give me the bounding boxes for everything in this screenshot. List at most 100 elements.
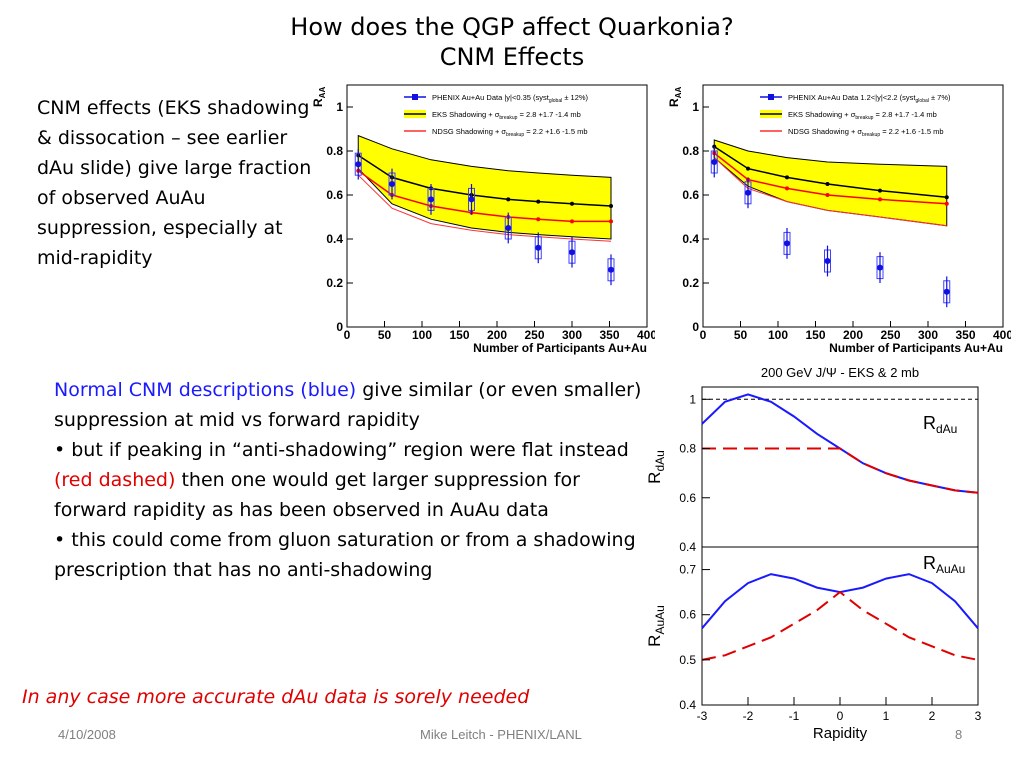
eks-point	[944, 195, 949, 200]
eks-point	[536, 199, 541, 204]
eks-line	[713, 145, 947, 198]
chart-midrapidity: 0 50 100 150 200 250 300 350 400 0 0.2 0.4 0.6 0.8 1 Nu…	[311, 84, 655, 355]
ndsg-lower-line	[357, 174, 612, 242]
x-axis-label: Rapidity	[813, 725, 868, 742]
x-tick-label: 300	[562, 328, 582, 342]
y-tick-label: 0.6	[682, 188, 699, 202]
marker	[505, 225, 512, 231]
y-tick-label: 0	[692, 320, 699, 334]
ndsg-point	[944, 201, 949, 206]
blue-highlight: Normal CNM descriptions (blue)	[54, 379, 357, 401]
eks-point	[825, 182, 830, 186]
ndsg-point	[825, 193, 830, 197]
marker	[745, 189, 751, 196]
eks-band	[357, 134, 612, 240]
eks-point	[609, 204, 613, 208]
x-tick-label: 250	[524, 328, 544, 342]
x-tick-label: 0	[837, 709, 844, 723]
slide-title: How does the QGP affect Quarkonia? CNM E…	[0, 12, 1024, 72]
marker	[535, 244, 542, 251]
bullet-1-prefix: • but if peaking in “anti-shadowing” reg…	[54, 439, 629, 461]
data-point	[783, 228, 791, 259]
marker	[824, 258, 831, 264]
x-tick-label: 100	[412, 328, 432, 342]
chart-rapidity: 200 GeV J/Ψ - EKS & 2 mb0.40.60.81RdAuRd…	[645, 365, 982, 742]
y-axis-label: RAuAu	[645, 605, 667, 647]
data-point	[534, 232, 542, 264]
title-line-2: CNM Effects	[439, 43, 585, 71]
y-tick-label: 1	[336, 100, 343, 114]
marker	[784, 240, 790, 247]
data-point	[824, 245, 831, 277]
x-tick-label: -1	[789, 709, 800, 723]
y-axis-label: RAA	[311, 87, 327, 107]
x-tick-label: 350	[599, 328, 619, 342]
ndsg-line	[357, 170, 611, 223]
x-tick-label: 50	[734, 328, 748, 342]
y-tick-label: 0.5	[679, 653, 696, 667]
y-tick-label: 1	[692, 100, 699, 114]
x-tick-label: 200	[487, 328, 507, 342]
eks-point	[570, 201, 574, 206]
eks-point	[746, 166, 750, 171]
data-point	[744, 177, 752, 209]
ndsg-lower-line	[713, 157, 947, 227]
y-tick-label: 0.4	[679, 698, 696, 712]
legend-entry: PHENIX Au+Au Data |y|<0.35 (systglobal ±…	[404, 93, 589, 104]
ndsg-point	[570, 219, 574, 224]
chart-forward-rapidity: 0 50 100 150 200 250 300 350 400 0 0.2 0.4 0.6 0.8 1 Nu…	[667, 84, 1011, 355]
legend-label: NDSG Shadowing + σbreakup = 2.2 +1.6 -1.…	[432, 127, 588, 138]
footer-author: Mike Leitch - PHENIX/LANL	[420, 727, 582, 742]
y-tick-label: 0.4	[326, 232, 343, 246]
bullet-2: • this could come from gluon saturation …	[54, 529, 636, 581]
x-tick-label: 250	[880, 328, 900, 342]
legend-entry: NDSG Shadowing + σbreakup = 2.2 +1.6 -1.…	[760, 127, 944, 138]
data-point	[504, 212, 512, 244]
legend-label: EKS Shadowing + σbreakup = 2.8 +1.7 -1.4…	[788, 110, 937, 121]
panel-frame	[701, 386, 979, 548]
x-tick-label: 50	[378, 328, 392, 342]
red-dashed-curve	[701, 590, 979, 661]
paragraph-1-rest: give similar (or even smaller) suppressi…	[54, 379, 642, 431]
legend-label: EKS Shadowing + σbreakup = 2.8 +1.7 -1.4…	[432, 110, 581, 121]
paragraph-1: Normal CNM descriptions (blue) give simi…	[54, 375, 644, 435]
legend-entry: PHENIX Au+Au Data 1.2<|y|<2.2 (systgloba…	[760, 93, 951, 104]
ndsg-point	[536, 217, 541, 222]
footer-date: 4/10/2008	[58, 727, 116, 742]
y-tick-label: 0.6	[326, 188, 343, 202]
x-tick-label: -2	[743, 709, 754, 723]
legend-box	[754, 87, 995, 139]
marker	[943, 288, 950, 295]
x-tick-label: 0	[700, 328, 707, 342]
legend-label: PHENIX Au+Au Data |y|<0.35 (systglobal ±…	[432, 93, 589, 104]
eks-point	[785, 175, 789, 180]
data-point	[468, 184, 475, 215]
x-tick-label: 400	[637, 328, 655, 342]
red-dashed-curve	[702, 447, 979, 494]
data-point	[568, 236, 576, 268]
ndsg-point	[609, 219, 613, 224]
y-axis-label: RdAu	[645, 450, 667, 484]
y-tick-label: 0.2	[682, 276, 699, 290]
x-tick-label: 150	[449, 328, 469, 342]
eks-point	[506, 197, 511, 202]
ndsg-point	[785, 186, 789, 191]
y-tick-label: 0.6	[679, 608, 696, 622]
marker	[711, 159, 718, 165]
ndsg-line	[713, 152, 947, 205]
marker	[877, 264, 883, 271]
data-point	[388, 168, 396, 200]
x-tick-label: 200	[843, 328, 863, 342]
ndsg-point	[878, 197, 882, 202]
left-text-block: CNM effects (EKS shadowing & dissocation…	[37, 97, 312, 269]
x-tick-label: 2	[929, 709, 936, 723]
x-tick-label: 350	[955, 328, 975, 342]
eks-point	[878, 188, 882, 193]
title-line-1: How does the QGP affect Quarkonia?	[290, 13, 734, 41]
data-point	[427, 184, 435, 215]
y-tick-label: 0.8	[682, 144, 699, 158]
bullet-1: • but if peaking in “anti-shadowing” reg…	[54, 435, 644, 525]
x-axis-label: Number of Participants Au+Au	[829, 341, 1003, 355]
x-tick-label: 1	[883, 709, 890, 723]
data-point	[943, 276, 951, 308]
